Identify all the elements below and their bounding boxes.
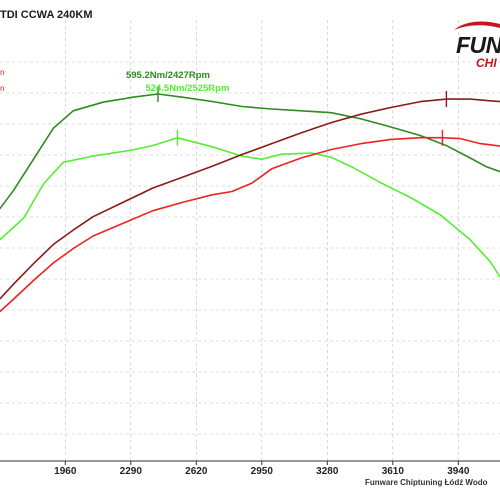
series-line-torque-tuned xyxy=(0,93,500,210)
x-tick-label: 3280 xyxy=(316,466,339,477)
x-tick-label: 2620 xyxy=(185,466,208,477)
series-line-torque-stock xyxy=(0,137,500,278)
x-tick-label: 1960 xyxy=(54,466,77,477)
peak-markers xyxy=(157,85,448,146)
logo-swoosh-icon xyxy=(454,21,500,30)
series-lines xyxy=(0,93,500,313)
logo-subword: CHI xyxy=(476,56,497,70)
x-tick-label: 3940 xyxy=(447,466,470,477)
credit-text: Funware Chiptuning Łódź Wodo xyxy=(365,478,488,487)
legend-stub-power-tuned: n xyxy=(0,86,5,92)
legend-stub-power-stock: n xyxy=(0,70,5,76)
logo-word: FUN xyxy=(456,32,500,58)
series-line-power-tuned xyxy=(0,98,500,300)
chart-title: TDI CCWA 240KM xyxy=(0,9,93,21)
x-tick-label: 2950 xyxy=(251,466,274,477)
x-axis-ticks: 1960 2290 2620 2950 3280 3610 3940 xyxy=(54,461,470,477)
x-tick-label: 3610 xyxy=(382,466,405,477)
logo: FUN CHI xyxy=(446,18,500,70)
peak-annotation: 524.5Nm/2525Rpm xyxy=(145,83,229,94)
x-tick-label: 2290 xyxy=(120,466,143,477)
annotations: 595.2Nm/2427Rpm 524.5Nm/2525Rpm xyxy=(126,70,229,94)
grid xyxy=(0,20,500,462)
series-line-power-stock xyxy=(0,136,500,313)
peak-annotation: 595.2Nm/2427Rpm xyxy=(126,70,210,81)
